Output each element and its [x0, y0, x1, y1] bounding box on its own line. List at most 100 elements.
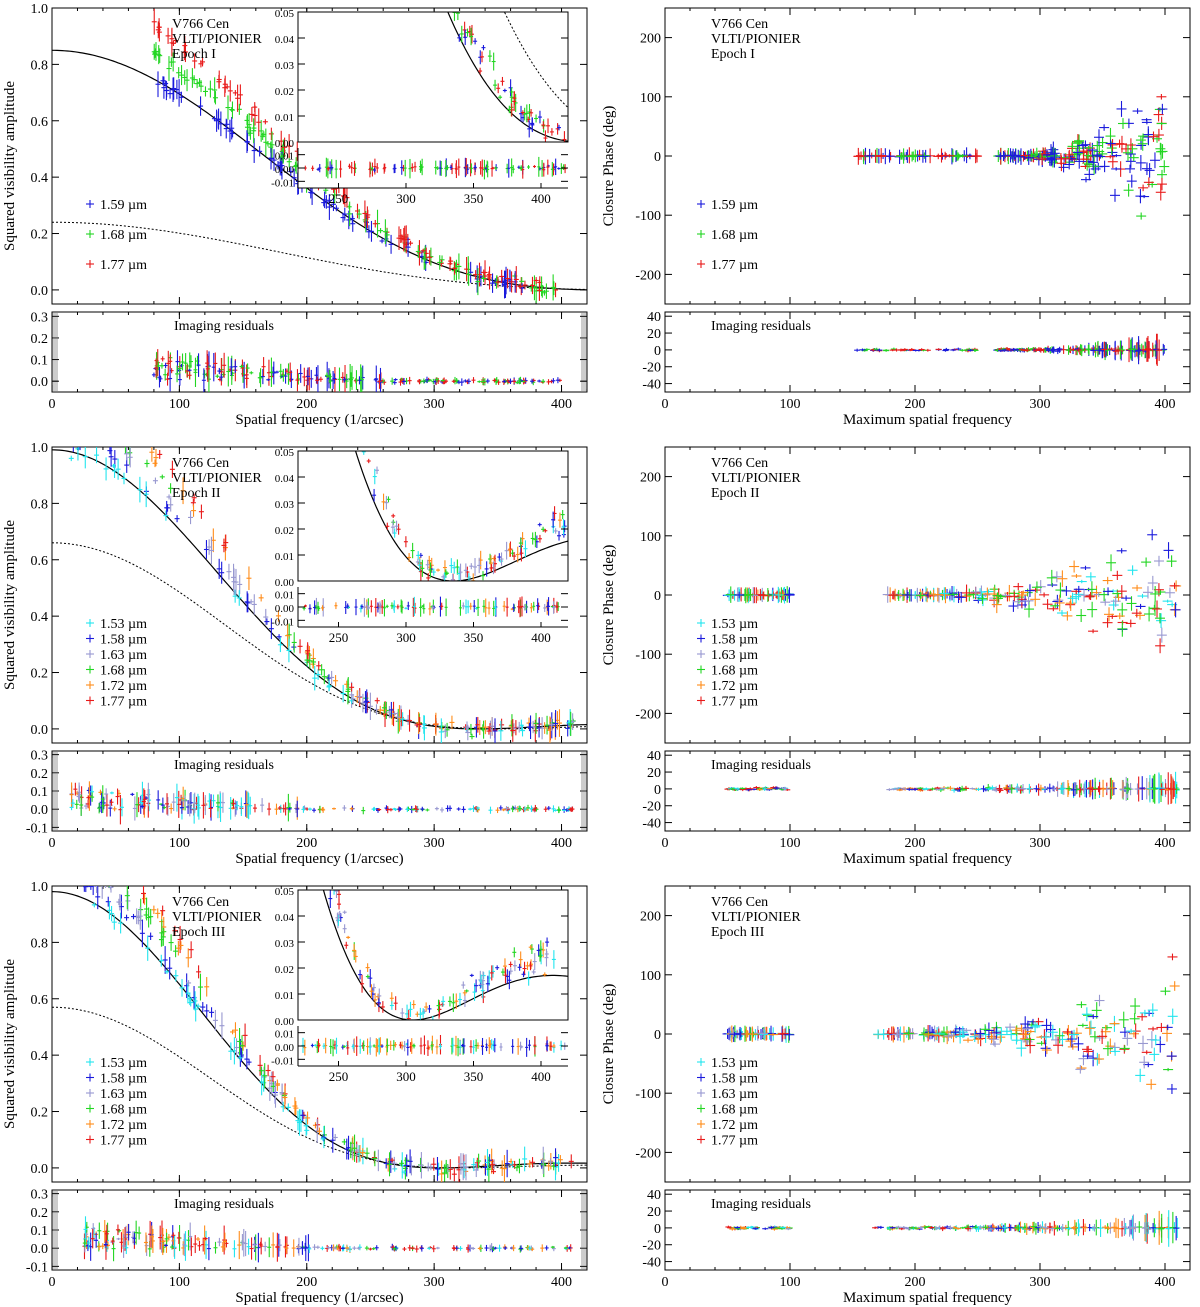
cp-res-y-tick-label: 0	[654, 344, 661, 359]
residual-points	[69, 781, 575, 825]
data-points	[68, 447, 576, 743]
panel-title-object: V766 Cen	[172, 17, 229, 32]
vis-y-tick-label: 0.2	[31, 228, 49, 243]
legend-label-1.68: 1.68 µm	[711, 228, 758, 243]
inset-axes	[297, 11, 569, 143]
inset-res-y-tick-label: 0.00	[275, 603, 295, 615]
inset-res-y-tick-label: -0.01	[271, 616, 294, 628]
cp-y-tick-label: 200	[640, 32, 661, 47]
inset-y-tick-label: 0.04	[275, 34, 295, 46]
vis-res-x-tick-label: 200	[296, 397, 317, 412]
legend-label-1.77: 1.77 µm	[100, 695, 147, 710]
vis-y-tick-label: 1.0	[31, 2, 49, 17]
inset: 0.000.010.020.030.040.050.010.00-0.01250…	[271, 447, 569, 645]
vis-res-y-tick-label: 0.0	[31, 803, 49, 818]
vis-y-tick-label: 0.6	[31, 115, 49, 130]
inset-y-tick-label: 0.00	[275, 577, 295, 589]
legend-label-1.59: 1.59 µm	[100, 198, 147, 213]
vis-y-tick-label: 0.4	[31, 171, 49, 186]
vis-x-label: Spatial frequency (1/arcsec)	[235, 412, 403, 428]
vis-y-tick-label: 0.0	[31, 284, 49, 299]
legend-label-1.53: 1.53 µm	[100, 617, 147, 632]
vis-res-x-tick-label: 300	[424, 836, 445, 851]
vis-res-axes	[51, 311, 588, 393]
vis-y-tick-label: 0.6	[31, 554, 49, 569]
cp-y-label: Closure Phase (deg)	[601, 106, 617, 227]
visibility-panel-3: 0.0 0.2 0.4 0.6 0.8 1.0 Squared visibility amp…	[2, 441, 588, 867]
vis-axes	[51, 446, 588, 744]
vis-res-x-tick-label: 100	[169, 836, 190, 851]
vis-y-tick-label: 0.2	[31, 667, 49, 682]
cp-res-y-tick-label: -20	[642, 361, 661, 376]
vis-res-y-tick-label: 0.3	[31, 310, 49, 325]
vis-residuals: 0 100 200 300 400 0.0 0.1 0.2 0.3 Imaging residua…	[31, 310, 588, 428]
inset-y-tick-label: 0.00	[275, 138, 295, 150]
vis-res-y-tick-label: 0.1	[31, 785, 49, 800]
vis-res-y-tick-label: 0.2	[31, 332, 49, 347]
visibility-panel-1: 0.0 0.2 0.4 0.6 0.8 1.0 Squared visibility amp…	[2, 2, 588, 428]
residuals-label: Imaging residuals	[174, 319, 274, 334]
inset-x-tick-label: 400	[531, 191, 551, 206]
inset-y-tick-label: 0.03	[275, 60, 295, 72]
panel-title-epoch: Epoch I	[172, 47, 216, 62]
vis-res-x-tick-label: 400	[551, 836, 572, 851]
cp-res-x-tick-label: 100	[780, 397, 801, 412]
inset-x-tick-label: 350	[464, 630, 484, 645]
cp-res-x-tick-label: 200	[905, 397, 926, 412]
inset-y-tick-label: 0.05	[275, 8, 295, 20]
inset-model-solid	[354, 451, 568, 581]
legend-label-1.77: 1.77 µm	[711, 258, 758, 273]
cp-y-tick-label: 100	[640, 530, 661, 545]
model-dotted-line	[52, 221, 587, 290]
cp-res-y-tick-label: -40	[642, 378, 661, 393]
panel-title-object: V766 Cen	[711, 17, 768, 32]
inset-res-background	[298, 148, 568, 188]
inset-res-y-tick-label: 0.01	[275, 151, 294, 163]
cp-y-tick-label: -100	[635, 209, 661, 224]
legend-label-1.68: 1.68 µm	[100, 228, 147, 243]
cp-res-y-tick-label: 20	[647, 327, 661, 342]
cp-y-tick-label: 0	[654, 150, 661, 165]
panel-title-instrument: VLTI/PIONIER	[172, 32, 262, 47]
model-dotted-line	[52, 542, 587, 730]
vis-y-tick-label: 0.8	[31, 58, 49, 73]
vis-res-y-tick-label: -0.1	[26, 821, 48, 836]
cp-y-tick-label: -200	[635, 707, 661, 722]
data-points	[853, 93, 1170, 220]
inset-y-tick-label: 0.02	[275, 86, 294, 98]
inset-x-tick-label: 400	[531, 630, 551, 645]
vis-res-y-tick-label: 0.0	[31, 375, 49, 390]
panel-title-object: V766 Cen	[172, 456, 229, 471]
vis-y-tick-label: 0.8	[31, 497, 49, 512]
cp-y-tick-label: -100	[635, 648, 661, 663]
inset-y-tick-label: 0.03	[275, 499, 295, 511]
cp-res-x-tick-label: 300	[1030, 397, 1051, 412]
vis-res-x-tick-label: 100	[169, 397, 190, 412]
legend-label-1.77: 1.77 µm	[100, 258, 147, 273]
inset-plot	[447, 12, 568, 142]
vis-y-label: Squared visibility amplitude	[2, 520, 18, 690]
cp-y-tick-label: 100	[640, 91, 661, 106]
residual-points	[854, 333, 1168, 366]
inset-residuals-plot	[303, 156, 567, 180]
inset-residuals-plot	[302, 596, 560, 618]
inset-x-tick-label: 250	[329, 191, 349, 206]
vis-res-y-tick-label: 0.1	[31, 354, 49, 369]
inset-res-y-tick-label: -0.01	[271, 177, 294, 189]
inset-y-tick-label: 0.04	[275, 473, 295, 485]
inset-y-tick-label: 0.01	[275, 112, 294, 124]
residual-points	[151, 349, 562, 392]
cp-res-y-tick-label: 40	[647, 310, 661, 325]
inset-res-y-tick-label: 0.01	[275, 590, 294, 602]
inset-y-tick-label: 0.05	[275, 447, 295, 459]
vis-res-x-tick-label: 200	[296, 836, 317, 851]
inset-res-y-tick-label: 0.00	[275, 164, 295, 176]
inset-plot	[354, 451, 568, 581]
inset-model-solid	[447, 12, 568, 142]
inset-background	[298, 12, 568, 142]
residuals-label: Imaging residuals	[174, 758, 274, 773]
cp-y-tick-label: 200	[640, 471, 661, 486]
